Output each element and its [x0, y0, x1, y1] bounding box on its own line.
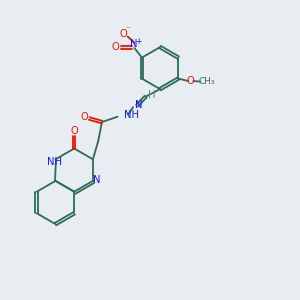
Text: ⁻: ⁻: [125, 26, 130, 34]
Text: N: N: [130, 39, 138, 50]
Text: +: +: [135, 37, 141, 46]
Text: N: N: [93, 175, 100, 185]
Text: O: O: [120, 28, 128, 39]
Text: O: O: [112, 42, 120, 52]
Text: CH₃: CH₃: [198, 77, 215, 86]
Text: O: O: [80, 112, 88, 122]
Text: NH: NH: [124, 110, 139, 120]
Text: O: O: [186, 76, 194, 86]
Text: N: N: [135, 100, 142, 110]
Text: NH: NH: [46, 157, 62, 167]
Text: O: O: [70, 126, 78, 136]
Text: H: H: [148, 89, 155, 100]
